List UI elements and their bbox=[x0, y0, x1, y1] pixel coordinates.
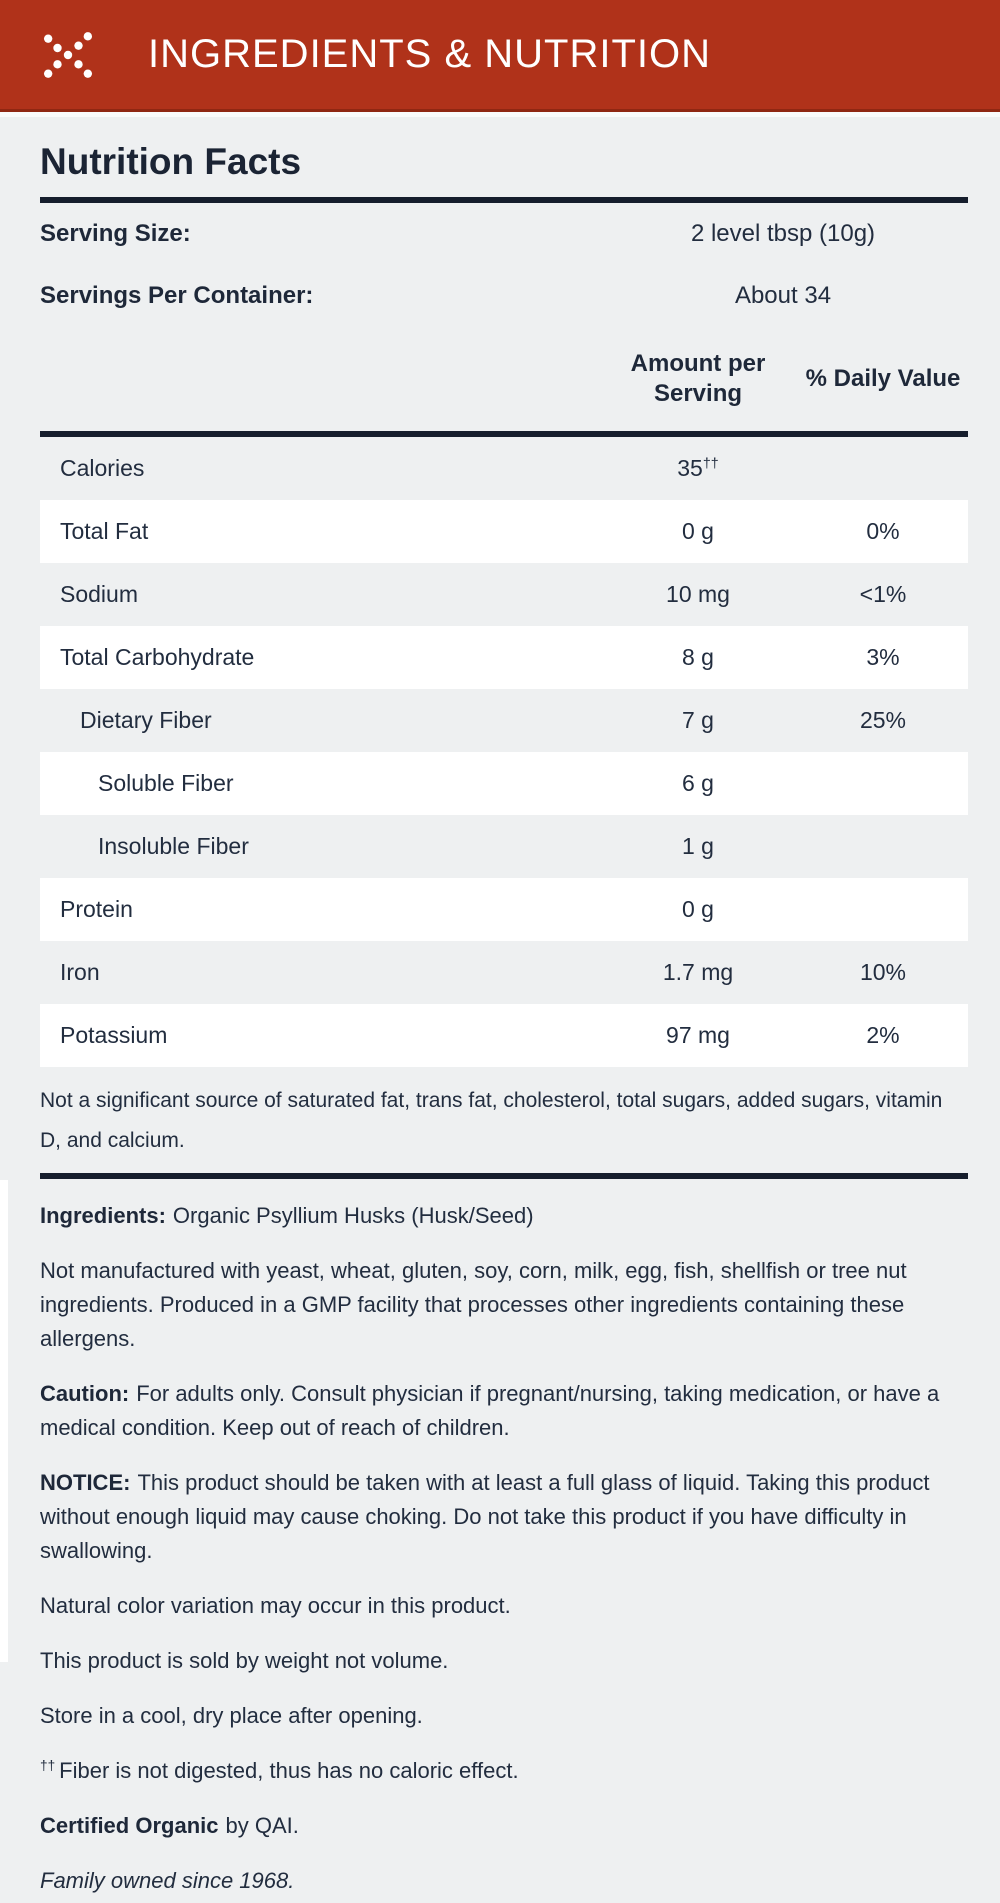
nutrient-label: Calories bbox=[60, 455, 145, 481]
paragraph-text: by QAI. bbox=[225, 1813, 299, 1838]
paragraph-text: Fiber is not digested, thus has no calor… bbox=[59, 1758, 519, 1783]
paragraph-text: This product should be taken with at lea… bbox=[40, 1470, 930, 1563]
table-footnote: Not a significant source of saturated fa… bbox=[40, 1089, 943, 1152]
nutrient-label: Total Carbohydrate bbox=[60, 644, 255, 670]
nutrient-daily-value: <1% bbox=[859, 581, 907, 607]
nutrient-label: Soluble Fiber bbox=[98, 770, 234, 796]
paragraph-text: Family owned since 1968. bbox=[40, 1868, 295, 1893]
detail-paragraph: Caution: For adults only. Consult physici… bbox=[40, 1377, 968, 1445]
paragraph-text: Not manufactured with yeast, wheat, glut… bbox=[40, 1258, 907, 1351]
section-title: INGREDIENTS & NUTRITION bbox=[148, 32, 712, 76]
nutrient-label: Sodium bbox=[60, 581, 138, 607]
nutrient-label: Total Fat bbox=[60, 518, 149, 544]
detail-paragraph: Ingredients: Organic Psyllium Husks (Husk… bbox=[40, 1199, 968, 1233]
dots-x-icon bbox=[43, 31, 93, 78]
dagger-marker: †† bbox=[40, 1757, 56, 1773]
paragraph-lead: NOTICE: bbox=[40, 1470, 131, 1495]
paragraph-lead: Ingredients: bbox=[40, 1203, 166, 1228]
nutrient-row: Total Carbohydrate 8 g 3% bbox=[40, 626, 968, 689]
nutrient-row: Sodium 10 mg <1% bbox=[40, 563, 968, 626]
nutrient-daily-value: 2% bbox=[866, 1022, 900, 1048]
nutrient-amount: 1.7 mg bbox=[662, 959, 734, 985]
nutrient-row: Potassium 97 mg 2% bbox=[40, 1004, 968, 1067]
ingredients-nutrition-section-header[interactable]: INGREDIENTS & NUTRITION bbox=[0, 0, 1000, 112]
nutrient-daily-value: 25% bbox=[859, 707, 907, 733]
nutrient-label: Insoluble Fiber bbox=[98, 833, 249, 859]
nutrient-label: Potassium bbox=[60, 1022, 168, 1048]
paragraph-text: Store in a cool, dry place after opening… bbox=[40, 1703, 423, 1728]
nutrient-row: Insoluble Fiber 1 g bbox=[40, 815, 968, 878]
nutrient-amount: 8 g bbox=[682, 644, 714, 670]
detail-paragraph: Store in a cool, dry place after opening… bbox=[40, 1699, 968, 1733]
column-header-amount-per-serving: Amount per Serving bbox=[630, 350, 766, 407]
nutrient-amount: 0 g bbox=[682, 896, 714, 922]
divider-top bbox=[40, 197, 968, 203]
detail-paragraph: Family owned since 1968. bbox=[40, 1864, 968, 1898]
nutrient-amount: 10 mg bbox=[666, 581, 730, 607]
left-edge-strip bbox=[0, 1180, 8, 1662]
paragraph-text: Natural color variation may occur in thi… bbox=[40, 1593, 511, 1618]
nutrition-panel: Nutrition Facts Serving Size: 2 level tb… bbox=[0, 141, 1000, 1898]
nutrient-amount: 0 g bbox=[682, 518, 714, 544]
detail-paragraph: Not manufactured with yeast, wheat, glut… bbox=[40, 1254, 968, 1356]
serving-row: Servings Per Container: About 34 bbox=[40, 265, 968, 327]
nutrient-row: Total Fat 0 g 0% bbox=[40, 500, 968, 563]
nutrient-daily-value: 10% bbox=[859, 959, 907, 985]
serving-info: Serving Size: 2 level tbsp (10g) Serving… bbox=[40, 203, 968, 327]
nutrient-daily-value: 3% bbox=[866, 644, 900, 670]
nutrient-row: Iron 1.7 mg 10% bbox=[40, 941, 968, 1004]
nutrient-row: Protein 0 g bbox=[40, 878, 968, 941]
nutrient-row: Calories 35†† bbox=[40, 437, 968, 500]
detail-paragraph: †† Fiber is not digested, thus has no cal… bbox=[40, 1754, 968, 1788]
paragraph-text: Organic Psyllium Husks (Husk/Seed) bbox=[172, 1203, 534, 1228]
nutrient-amount: 6 g bbox=[682, 770, 714, 796]
nutrient-amount: 97 mg bbox=[666, 1022, 730, 1048]
serving-row-label: Serving Size: bbox=[40, 220, 191, 247]
divider-table-top bbox=[40, 431, 968, 437]
nutrient-daily-value: 0% bbox=[866, 518, 900, 544]
paragraph-lead: Certified Organic bbox=[40, 1813, 219, 1838]
nutrient-label: Dietary Fiber bbox=[80, 707, 212, 733]
nutrient-table: Calories 35†† Total Fat 0 g 0% Sodium 10… bbox=[40, 437, 968, 1067]
nutrient-label: Protein bbox=[60, 896, 133, 922]
column-header-daily-value: % Daily Value bbox=[805, 365, 961, 392]
nutrient-amount: 35†† bbox=[677, 455, 719, 481]
table-column-headers: Amount per Serving % Daily Value bbox=[40, 327, 968, 431]
nutrient-row: Soluble Fiber 6 g bbox=[40, 752, 968, 815]
paragraph-lead: Caution: bbox=[40, 1381, 130, 1406]
serving-row: Serving Size: 2 level tbsp (10g) bbox=[40, 203, 968, 265]
nutrient-row: Dietary Fiber 7 g 25% bbox=[40, 689, 968, 752]
divider-table-bottom bbox=[40, 1173, 968, 1179]
header-separator bbox=[0, 112, 1000, 117]
nutrient-label: Iron bbox=[60, 959, 100, 985]
detail-paragraph: NOTICE: This product should be taken with… bbox=[40, 1466, 968, 1568]
serving-row-label: Servings Per Container: bbox=[40, 282, 314, 309]
detail-paragraph: Certified Organic by QAI. bbox=[40, 1809, 968, 1843]
detail-paragraph: Natural color variation may occur in thi… bbox=[40, 1589, 968, 1623]
nutrient-amount: 7 g bbox=[682, 707, 714, 733]
serving-row-value: About 34 bbox=[734, 282, 832, 309]
nutrient-amount: 1 g bbox=[682, 833, 714, 859]
paragraph-text: For adults only. Consult physician if pr… bbox=[40, 1381, 940, 1440]
paragraph-text: This product is sold by weight not volum… bbox=[40, 1648, 449, 1673]
serving-row-value: 2 level tbsp (10g) bbox=[690, 220, 876, 247]
nutrition-facts-title: Nutrition Facts bbox=[40, 141, 302, 182]
detail-paragraph: This product is sold by weight not volum… bbox=[40, 1644, 968, 1678]
details-paragraphs: Ingredients: Organic Psyllium Husks (Husk… bbox=[40, 1199, 968, 1898]
